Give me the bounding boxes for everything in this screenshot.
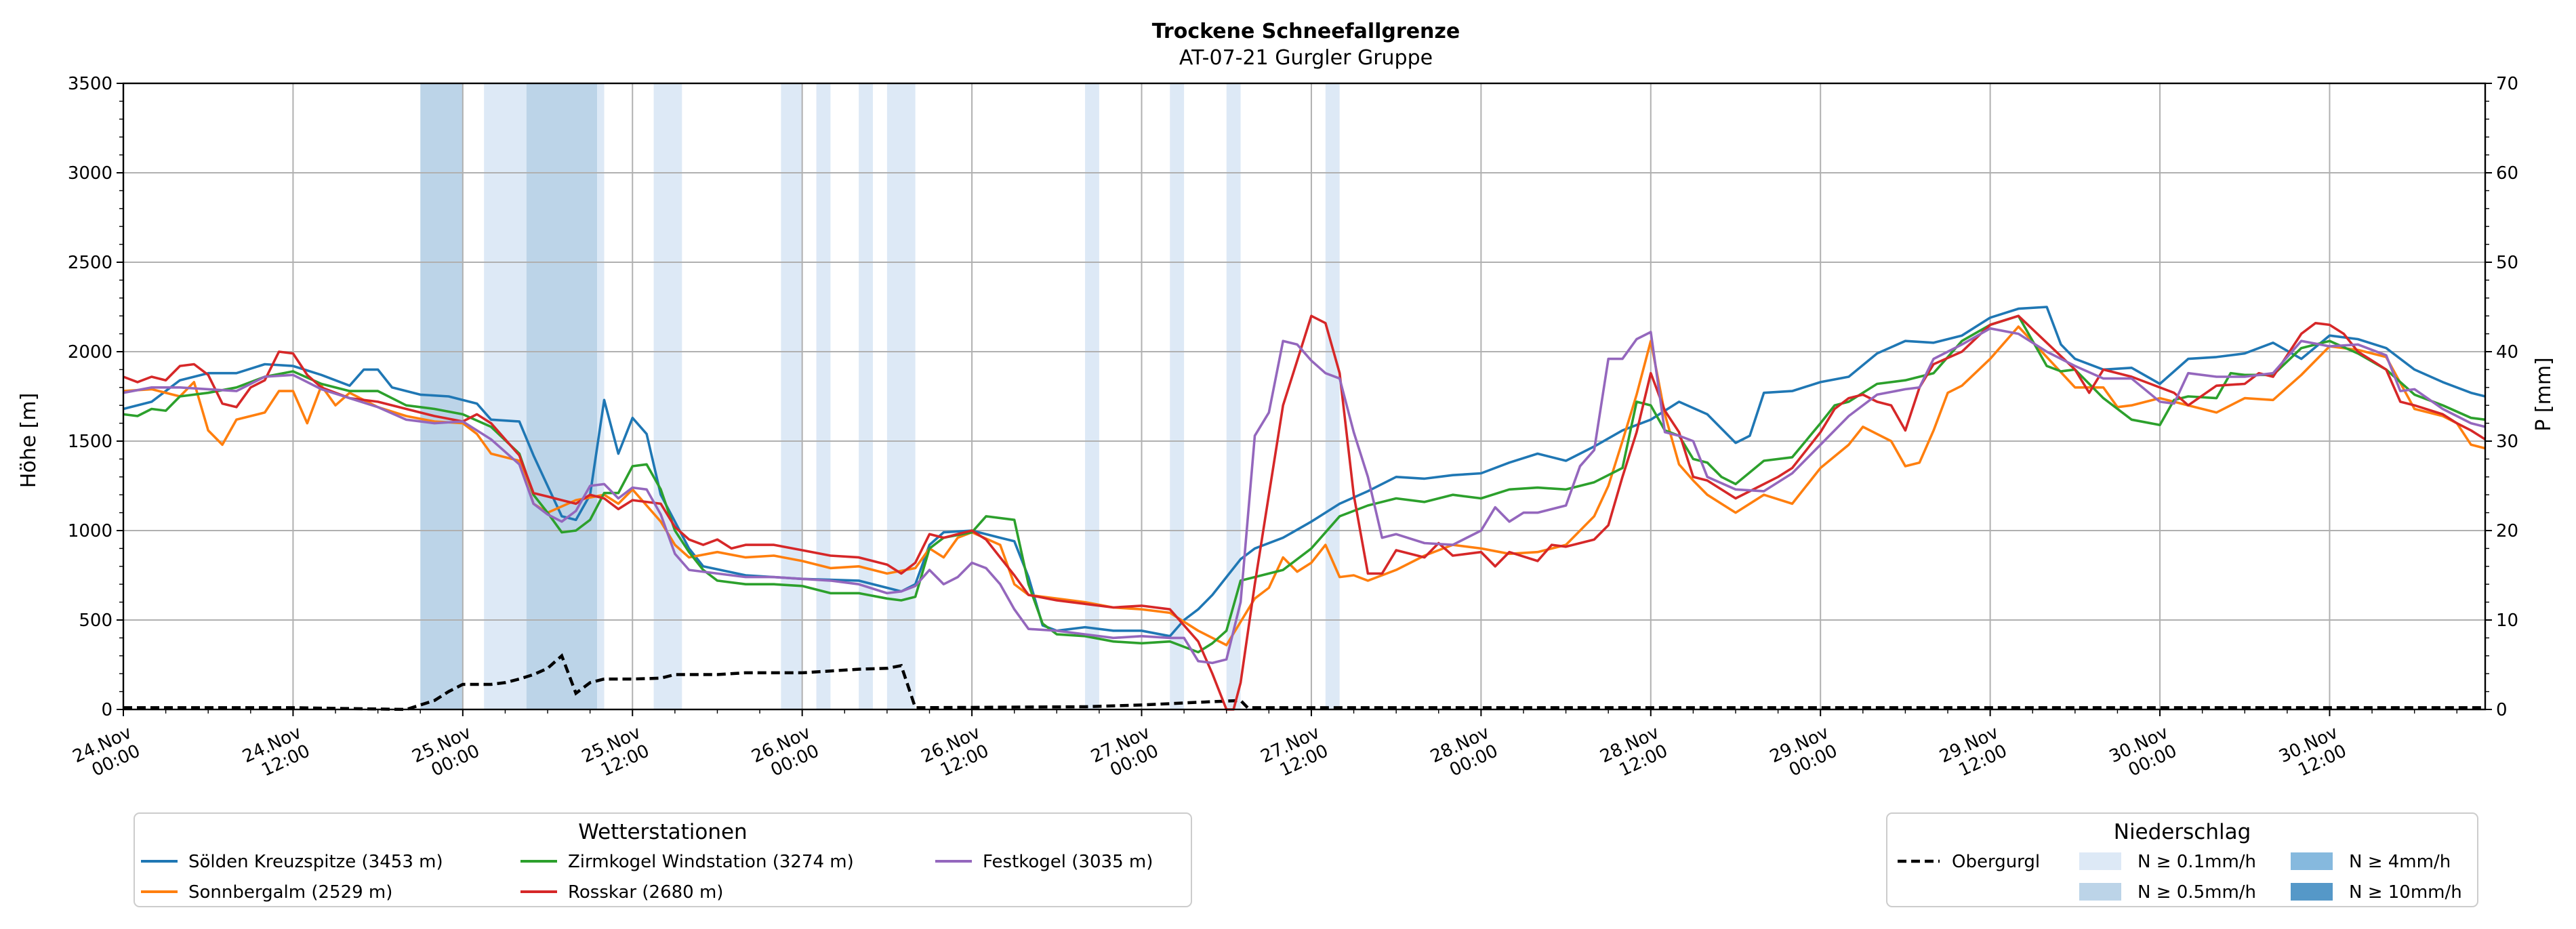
- chart-subtitle: AT-07-21 Gurgler Gruppe: [1179, 46, 1433, 70]
- y2-tick-label: 70: [2496, 74, 2518, 94]
- y-tick-label: 500: [79, 611, 113, 631]
- x-tick-label: 30.Nov00:00: [2106, 722, 2180, 785]
- precip-band: [526, 83, 598, 709]
- legend-patch-1: [2079, 852, 2121, 870]
- x-tick-label: 29.Nov12:00: [1936, 722, 2010, 785]
- legend-title: Niederschlag: [2114, 820, 2251, 844]
- chart-title: Trockene Schneefallgrenze: [1152, 20, 1460, 43]
- y2-tick-label: 40: [2496, 342, 2518, 363]
- legend-precipitation: Niederschlag Obergurgl N ≥ 0.1mm/h N ≥ 0.…: [1886, 812, 2478, 907]
- y-tick-label: 3000: [68, 163, 113, 184]
- legend-label-4: Rosskar (2680 m): [568, 882, 723, 903]
- precip-band: [484, 83, 527, 709]
- series-line-3: [123, 314, 2486, 654]
- precipitation-line-obergurgl: [123, 653, 2485, 711]
- series-line-5: [123, 327, 2486, 665]
- y-tick-label: 2500: [68, 253, 113, 273]
- y2-tick-label: 20: [2496, 521, 2518, 541]
- y-tick-label: 3500: [68, 74, 113, 94]
- legend-patch-label-2: N ≥ 0.5mm/h: [2138, 882, 2256, 903]
- y2-tick-label: 60: [2496, 163, 2518, 184]
- legend-title: Wetterstationen: [578, 820, 747, 844]
- x-tick-label: 28.Nov00:00: [1427, 722, 1501, 785]
- legend-patch-label-4: N ≥ 10mm/h: [2349, 882, 2462, 903]
- series-line-4: [123, 314, 2486, 711]
- legend-patch-3: [2291, 852, 2333, 870]
- x-tick-label: 25.Nov12:00: [579, 722, 653, 785]
- precip-band: [1085, 83, 1099, 709]
- y2-tick-label: 30: [2496, 432, 2518, 452]
- x-tick-label: 26.Nov12:00: [918, 722, 992, 785]
- y-tick-label: 1000: [68, 521, 113, 541]
- y2-tick-label: 10: [2496, 611, 2518, 631]
- legend-weather-stations: Wetterstationen Sölden Kreuzspitze (3453…: [134, 812, 1192, 907]
- precip-band: [653, 83, 682, 709]
- x-tick-label: 29.Nov00:00: [1767, 722, 1841, 785]
- y2-tick-label: 0: [2496, 700, 2508, 720]
- precip-line-obergurgl: [123, 653, 2485, 711]
- gridlines: [123, 83, 2485, 710]
- legend-label-2: Sonnbergalm (2529 m): [188, 882, 392, 903]
- y-tick-label: 0: [101, 700, 113, 720]
- x-tick-label: 28.Nov12:00: [1597, 722, 1671, 785]
- x-tick-label: 24.Nov12:00: [239, 722, 313, 785]
- precip-band: [1325, 83, 1340, 709]
- x-tick-label: 27.Nov00:00: [1088, 722, 1162, 785]
- x-tick-label: 24.Nov00:00: [70, 722, 144, 785]
- legend-label-obergurgl: Obergurgl: [1952, 852, 2040, 872]
- series-line-1: [123, 306, 2486, 638]
- series-line-2: [123, 325, 2486, 646]
- y-axis-right: 0 10 20 30 40 50 60 70: [2485, 74, 2518, 720]
- precip-band: [886, 83, 916, 709]
- precip-band: [597, 83, 605, 709]
- x-tick-label: 27.Nov12:00: [1258, 722, 1332, 785]
- precip-band: [1226, 83, 1241, 709]
- legend-label-3: Zirmkogel Windstation (3274 m): [568, 852, 854, 872]
- station-series: [123, 306, 2486, 711]
- legend-patch-4: [2291, 883, 2333, 901]
- legend-label-5: Festkogel (3035 m): [983, 852, 1153, 872]
- y-tick-label: 2000: [68, 342, 113, 363]
- y2-tick-label: 50: [2496, 253, 2518, 273]
- x-tick-label: 25.Nov00:00: [409, 722, 483, 785]
- y-axis-left: 0 500 1000 1500 2000 2500 3000 3500: [68, 74, 123, 720]
- legend-patch-label-1: N ≥ 0.1mm/h: [2138, 852, 2256, 872]
- y-tick-label: 1500: [68, 432, 113, 452]
- y2-axis-label: P [mm]: [2532, 357, 2556, 431]
- x-tick-label: 30.Nov12:00: [2276, 722, 2350, 785]
- precip-band: [1170, 83, 1185, 709]
- precip-band: [781, 83, 802, 709]
- legend-box: [134, 812, 1192, 907]
- precip-band: [816, 83, 831, 709]
- legend-patch-2: [2079, 883, 2121, 901]
- precip-band: [859, 83, 874, 709]
- legend-label-1: Sölden Kreuzspitze (3453 m): [188, 852, 443, 872]
- plot-frame: [122, 82, 2487, 711]
- legend-patch-label-3: N ≥ 4mm/h: [2349, 852, 2451, 872]
- x-tick-label: 26.Nov00:00: [748, 722, 822, 785]
- precipitation-bands: [420, 83, 1340, 709]
- y-axis-label: Höhe [m]: [17, 393, 41, 489]
- x-axis: 24.Nov00:00 24.Nov12:00 25.Nov00:00 25.Nov1…: [70, 709, 2457, 785]
